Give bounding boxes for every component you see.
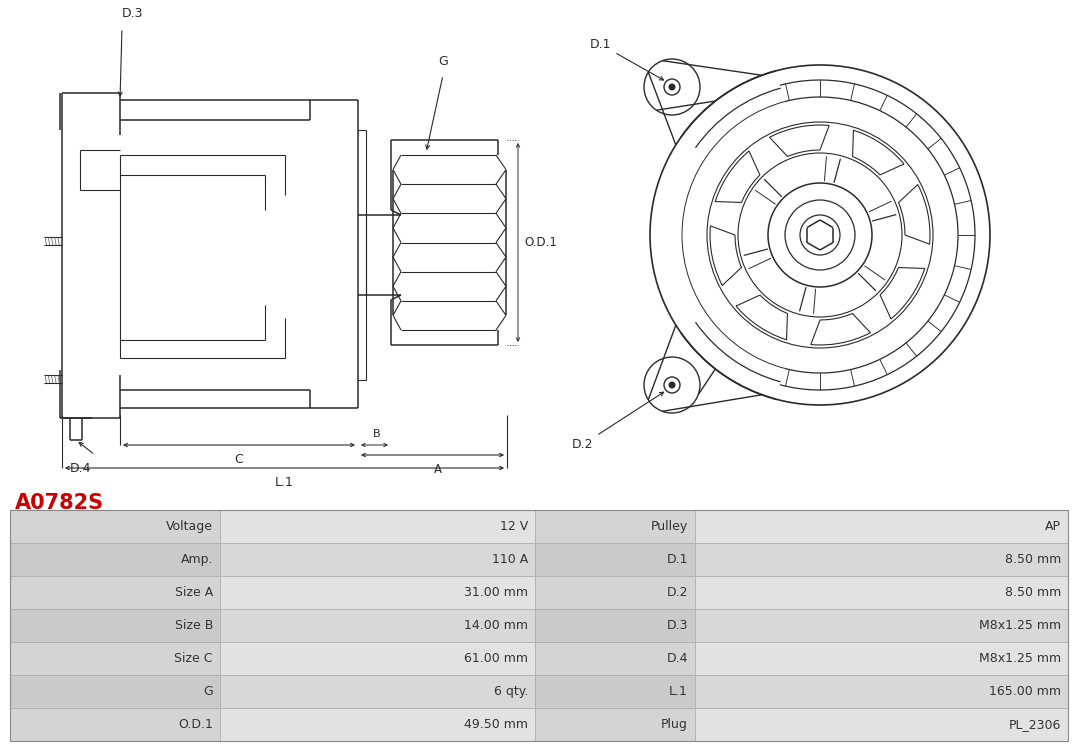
Text: 31.00 mm: 31.00 mm	[464, 586, 528, 599]
Text: PL_2306: PL_2306	[1009, 718, 1061, 731]
Text: L.1: L.1	[670, 685, 688, 698]
Text: Size C: Size C	[175, 652, 213, 665]
Bar	[10, 510, 220, 543]
Bar	[220, 642, 535, 675]
Bar	[220, 543, 535, 576]
Bar	[10, 543, 220, 576]
Circle shape	[669, 84, 675, 90]
Circle shape	[669, 382, 675, 388]
Bar	[220, 576, 535, 609]
Text: G: G	[438, 55, 448, 68]
Text: AP: AP	[1045, 520, 1061, 533]
Bar	[696, 510, 1068, 543]
Bar	[696, 543, 1068, 576]
Bar	[10, 576, 220, 609]
Text: D.3: D.3	[122, 7, 144, 20]
Text: 110 A: 110 A	[491, 553, 528, 566]
Text: 14.00 mm: 14.00 mm	[464, 619, 528, 632]
Text: 12 V: 12 V	[500, 520, 528, 533]
Bar	[10, 609, 220, 642]
Bar	[10, 510, 1068, 741]
Bar	[535, 543, 696, 576]
Text: 49.50 mm: 49.50 mm	[464, 718, 528, 731]
Bar	[696, 642, 1068, 675]
Bar	[220, 510, 535, 543]
Bar	[696, 576, 1068, 609]
Bar	[696, 708, 1068, 741]
Text: A0782S: A0782S	[15, 493, 104, 513]
Text: A: A	[433, 463, 442, 476]
Text: 61.00 mm: 61.00 mm	[464, 652, 528, 665]
Bar	[535, 510, 696, 543]
Bar	[696, 609, 1068, 642]
Text: G: G	[203, 685, 213, 698]
Text: Size A: Size A	[175, 586, 213, 599]
Bar	[10, 642, 220, 675]
Bar	[535, 675, 696, 708]
Text: M8x1.25 mm: M8x1.25 mm	[978, 619, 1061, 632]
Text: L.1: L.1	[275, 476, 294, 489]
Bar	[220, 675, 535, 708]
Text: 8.50 mm: 8.50 mm	[1004, 553, 1061, 566]
Text: M8x1.25 mm: M8x1.25 mm	[978, 652, 1061, 665]
Bar	[535, 609, 696, 642]
Bar	[535, 576, 696, 609]
Bar	[220, 708, 535, 741]
Text: Plug: Plug	[661, 718, 688, 731]
Text: B: B	[374, 429, 381, 439]
Text: 165.00 mm: 165.00 mm	[989, 685, 1061, 698]
Text: Size B: Size B	[175, 619, 213, 632]
Text: D.2: D.2	[572, 392, 663, 451]
Bar	[10, 675, 220, 708]
Text: 6 qty.: 6 qty.	[494, 685, 528, 698]
Text: D.3: D.3	[666, 619, 688, 632]
Bar	[696, 675, 1068, 708]
Bar	[535, 708, 696, 741]
Text: Pulley: Pulley	[651, 520, 688, 533]
Text: C: C	[234, 453, 243, 466]
Text: O.D.1: O.D.1	[524, 236, 557, 249]
Text: O.D.1: O.D.1	[178, 718, 213, 731]
Text: D.1: D.1	[590, 38, 663, 80]
Text: Amp.: Amp.	[180, 553, 213, 566]
Bar	[10, 708, 220, 741]
Text: Voltage: Voltage	[166, 520, 213, 533]
Text: 8.50 mm: 8.50 mm	[1004, 586, 1061, 599]
Text: D.2: D.2	[666, 586, 688, 599]
Text: D.4: D.4	[666, 652, 688, 665]
Bar	[220, 609, 535, 642]
Text: D.4: D.4	[70, 462, 92, 475]
Bar	[535, 642, 696, 675]
Text: D.1: D.1	[666, 553, 688, 566]
